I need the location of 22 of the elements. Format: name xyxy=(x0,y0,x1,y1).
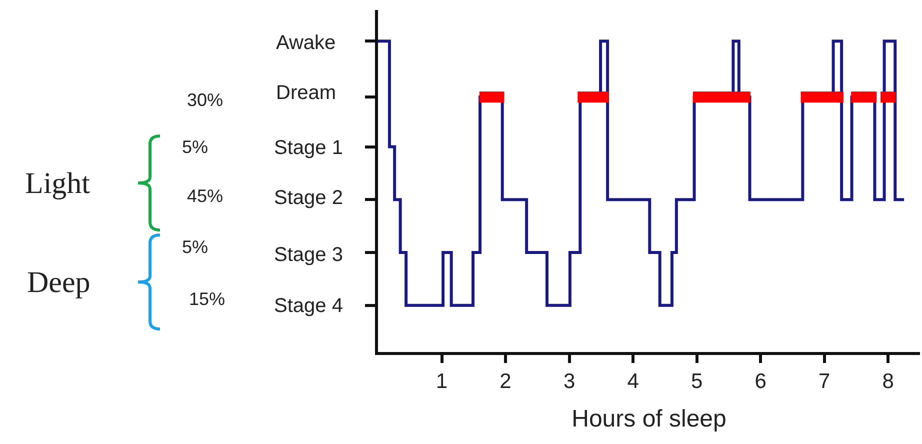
text: 30% xyxy=(187,90,224,110)
x-tick-label: 5 xyxy=(690,370,703,394)
text: Stage 1 xyxy=(274,137,343,159)
x-tick-label: 1 xyxy=(436,370,448,394)
x-tick-label: 8 xyxy=(882,370,894,394)
text: 5% xyxy=(182,237,208,257)
x-tick-label: 6 xyxy=(754,370,766,394)
text: 5% xyxy=(182,137,208,157)
text: Stage 2 xyxy=(274,187,343,209)
text: Stage 3 xyxy=(274,244,343,266)
x-tick-label: 4 xyxy=(627,370,640,394)
text: Stage 4 xyxy=(274,295,343,317)
text: 45% xyxy=(187,186,224,206)
x-tick-label: 2 xyxy=(500,370,512,394)
text: 15% xyxy=(189,289,226,309)
text: Light xyxy=(25,167,91,200)
x-axis-title: Hours of sleep xyxy=(572,406,726,432)
text: Awake xyxy=(276,32,336,54)
x-tick-label: 7 xyxy=(818,370,830,394)
text: Dream xyxy=(276,82,336,104)
x-tick-label: 3 xyxy=(563,370,576,394)
text: Deep xyxy=(27,266,90,299)
